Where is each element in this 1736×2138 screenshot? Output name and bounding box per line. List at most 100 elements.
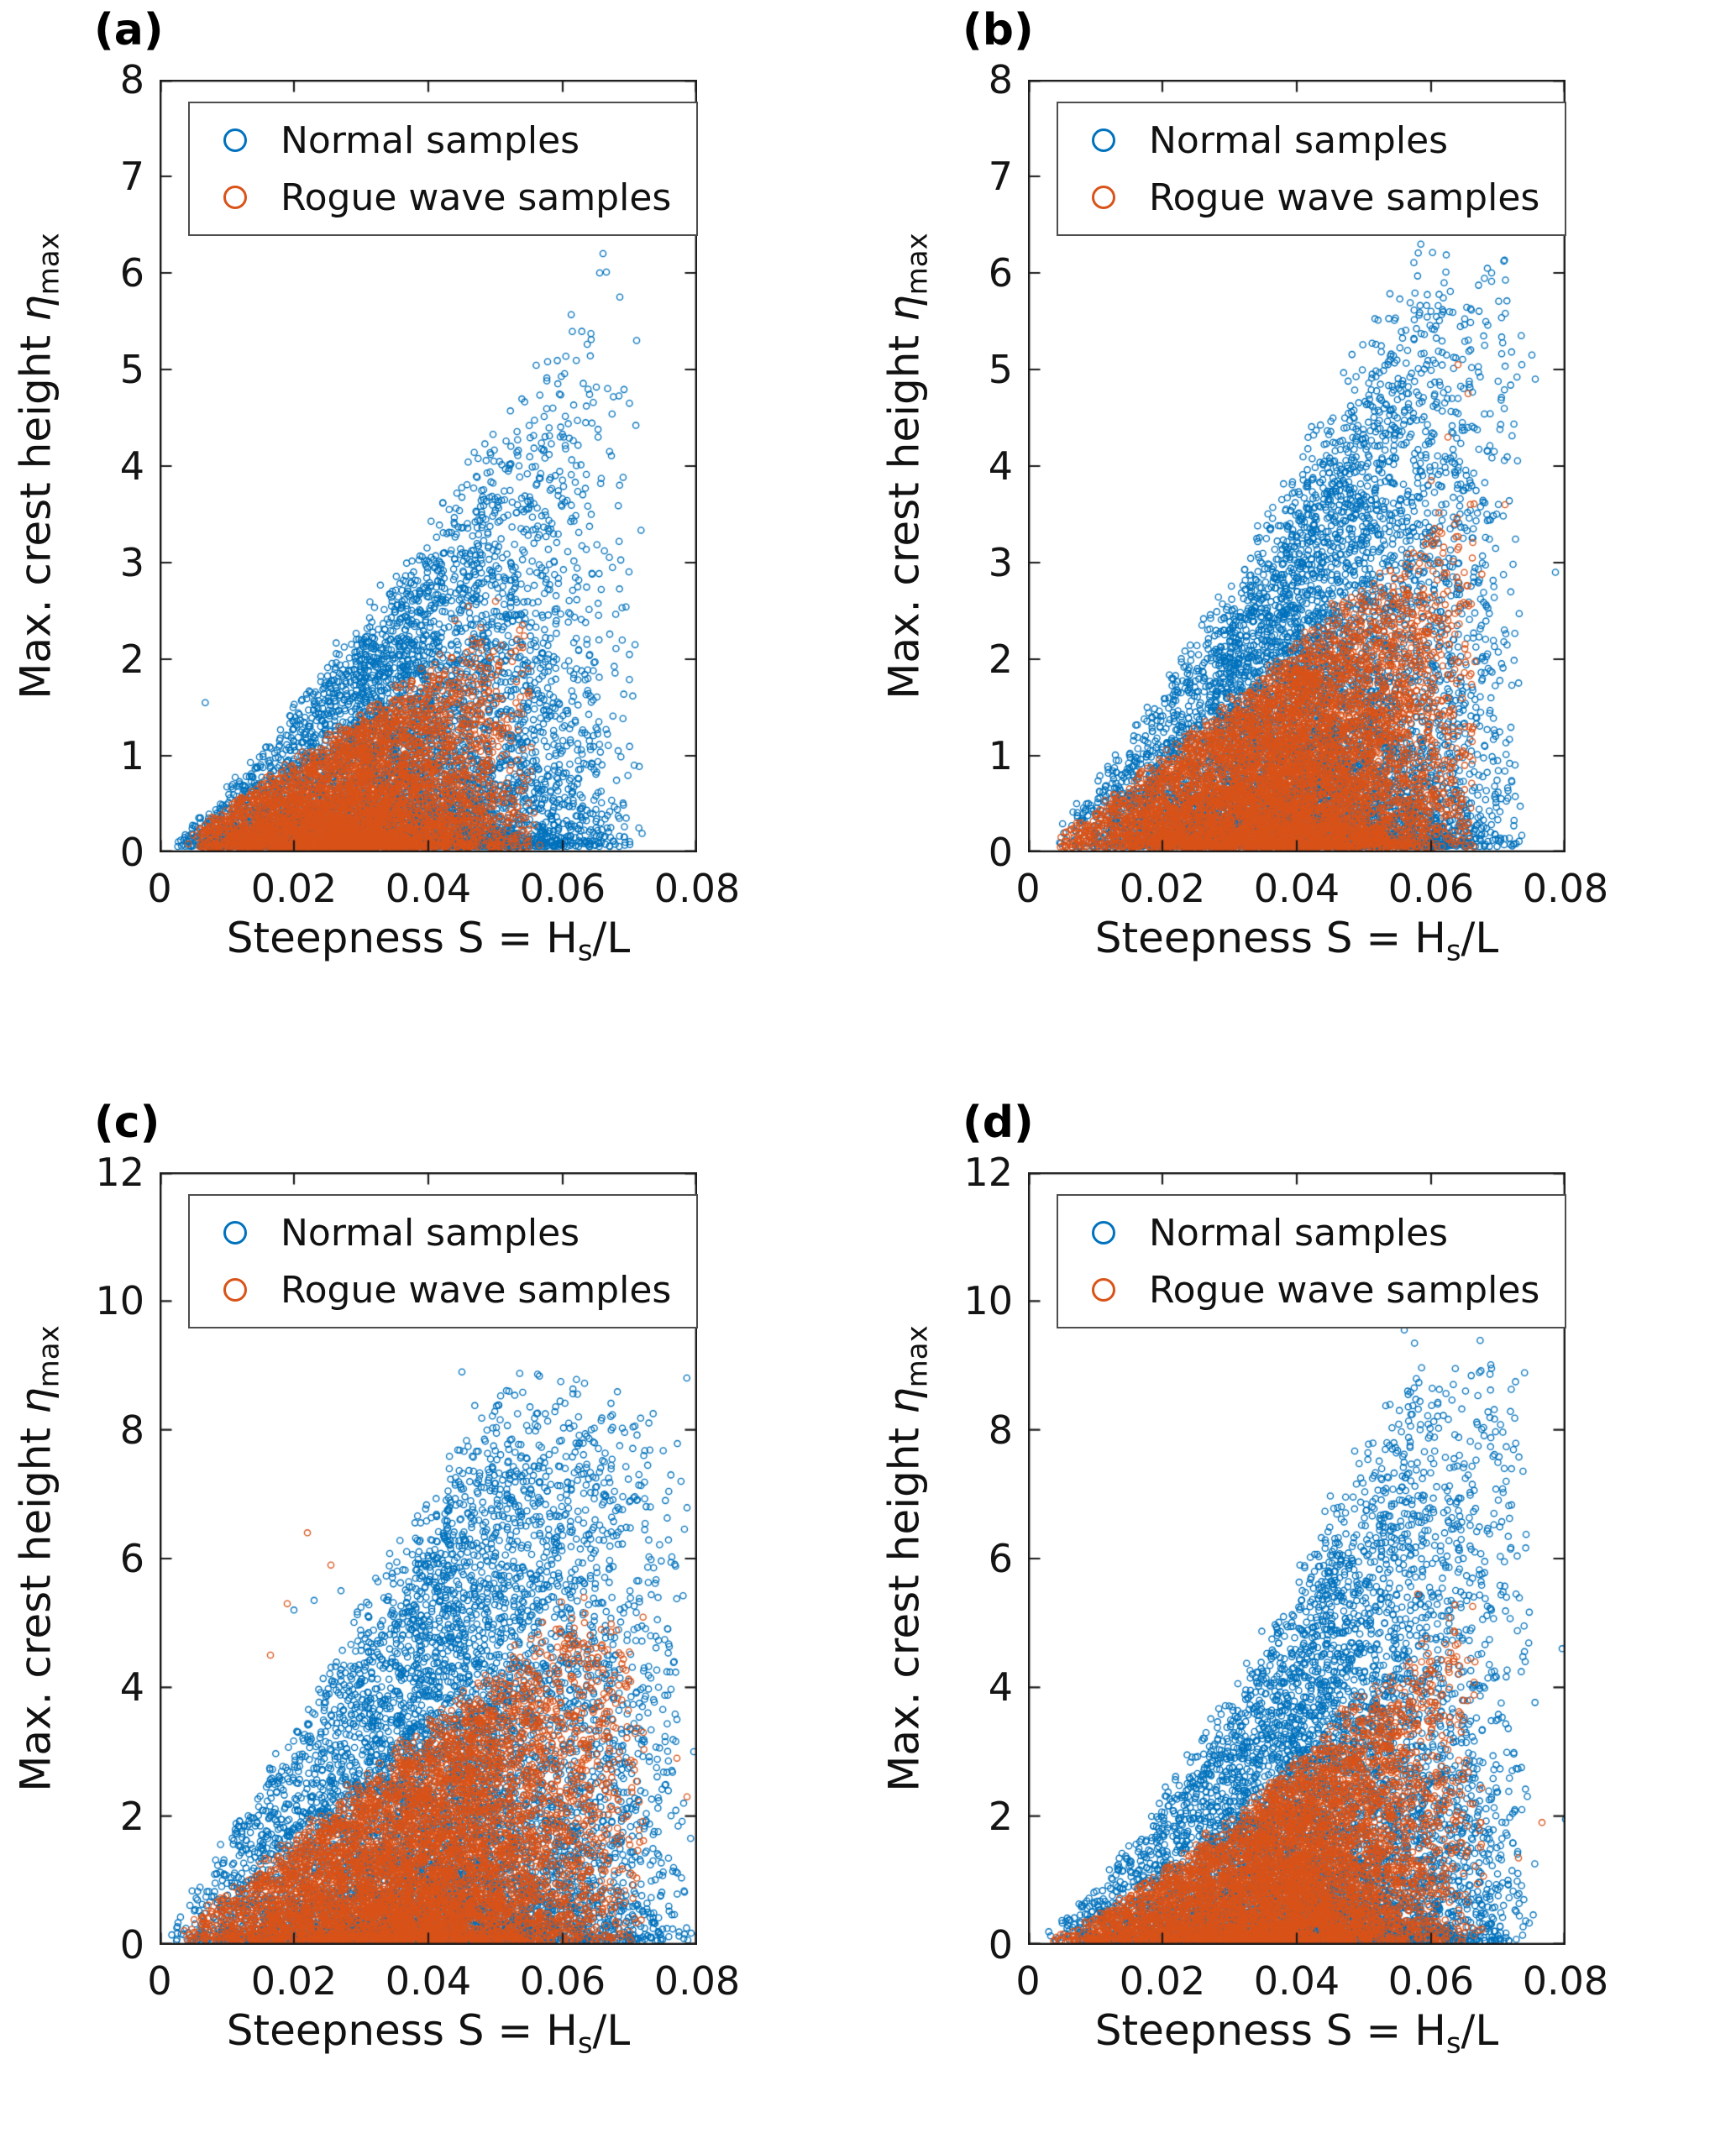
eta-symbol: η: [11, 295, 60, 322]
panel-label-d: (d): [962, 1098, 1034, 1148]
y-tick-label: 5: [119, 347, 144, 392]
y-tick-label: 0: [988, 1922, 1013, 1968]
x-axis-label-suffix: /L: [1461, 2006, 1499, 2055]
legend: Normal samples Rogue wave samples: [188, 1194, 699, 1328]
y-tick-label: 4: [119, 443, 144, 489]
x-tick-label: 0.08: [1522, 1958, 1609, 2004]
x-axis-label-subscript: s: [577, 934, 593, 968]
y-tick-label: 1: [119, 733, 144, 778]
y-axis-label-text: Max. crest height: [879, 1414, 929, 1792]
y-axis-label-subscript: max: [32, 1325, 66, 1388]
y-tick-label: 12: [95, 1150, 144, 1195]
y-tick-label: 3: [119, 540, 144, 585]
x-axis-label-text: Steepness S = H: [1094, 2006, 1446, 2055]
panel-b: (b) Max. crest height ηmax Normal sample…: [868, 0, 1736, 1045]
x-tick-label: 0.06: [1387, 1958, 1475, 2004]
y-tick-label: 7: [119, 154, 144, 199]
legend-label-normal: Normal samples: [281, 118, 580, 162]
x-tick-label: 0.02: [1119, 866, 1206, 911]
legend-item-normal: Normal samples: [212, 117, 671, 164]
legend-label-rogue: Rogue wave samples: [1149, 176, 1540, 219]
y-tick-label: 8: [119, 57, 144, 102]
rogue-wave-samples-marker-icon: [1092, 186, 1115, 209]
legend-item-rogue: Rogue wave samples: [212, 1266, 671, 1313]
legend: Normal samples Rogue wave samples: [188, 102, 699, 236]
rogue-wave-samples-marker-icon: [223, 1278, 247, 1302]
panel-a: (a) Max. crest height ηmax Normal sample…: [0, 0, 868, 1045]
legend-label-normal: Normal samples: [281, 1211, 580, 1255]
x-axis-label: Steepness S = Hs/L: [1028, 2006, 1566, 2061]
legend: Normal samples Rogue wave samples: [1057, 102, 1567, 236]
normal-samples-marker-icon: [1092, 1221, 1115, 1245]
x-tick-label: 0.04: [1253, 1958, 1340, 2004]
y-tick-label: 2: [119, 637, 144, 682]
panel-c: (c) Max. crest height ηmax Normal sample…: [0, 1093, 868, 2138]
y-tick-label: 4: [988, 443, 1013, 489]
y-tick-label: 10: [95, 1278, 144, 1324]
y-tick-label: 10: [963, 1278, 1013, 1324]
x-tick-label: 0: [147, 866, 172, 911]
legend-label-rogue: Rogue wave samples: [281, 1268, 672, 1312]
x-tick-label: 0.02: [250, 866, 338, 911]
legend: Normal samples Rogue wave samples: [1057, 1194, 1567, 1328]
x-axis-label-text: Steepness S = H: [226, 2006, 578, 2055]
rogue-wave-samples-marker-icon: [223, 186, 247, 209]
y-tick-label: 8: [988, 1407, 1013, 1453]
x-tick-label: 0.02: [250, 1958, 338, 2004]
panel-label-a: (a): [94, 5, 164, 55]
y-tick-label: 5: [988, 347, 1013, 392]
y-tick-label: 6: [119, 250, 144, 296]
y-tick-label: 4: [988, 1664, 1013, 1711]
x-axis-label-suffix: /L: [1461, 914, 1499, 962]
y-tick-label: 8: [119, 1407, 144, 1453]
y-tick-label: 2: [988, 1793, 1013, 1839]
y-tick-label: 8: [988, 57, 1013, 102]
legend-item-rogue: Rogue wave samples: [1080, 1266, 1539, 1313]
legend-label-rogue: Rogue wave samples: [281, 176, 672, 219]
x-axis-label-text: Steepness S = H: [226, 914, 578, 962]
x-tick-label: 0.04: [1253, 866, 1340, 911]
y-tick-label: 0: [119, 1922, 144, 1968]
y-tick-label: 12: [963, 1150, 1013, 1195]
x-axis-label-text: Steepness S = H: [1094, 914, 1446, 962]
legend-item-normal: Normal samples: [1080, 117, 1539, 164]
legend-label-normal: Normal samples: [1149, 1211, 1449, 1255]
x-tick-label: 0: [147, 1958, 172, 2004]
x-axis-label: Steepness S = Hs/L: [1028, 914, 1566, 968]
y-tick-label: 1: [988, 733, 1013, 778]
x-axis-label-subscript: s: [1445, 2026, 1461, 2061]
eta-symbol: η: [879, 295, 929, 322]
rogue-wave-samples-marker-icon: [1092, 1278, 1115, 1302]
y-tick-label: 7: [988, 154, 1013, 199]
x-axis-label-suffix: /L: [592, 2006, 631, 2055]
y-tick-label: 6: [988, 1536, 1013, 1581]
normal-samples-marker-icon: [223, 128, 247, 152]
legend-label-normal: Normal samples: [1149, 118, 1449, 162]
panel-label-c: (c): [94, 1098, 160, 1148]
y-tick-label: 3: [988, 540, 1013, 585]
y-tick-label: 0: [988, 830, 1013, 875]
y-tick-label: 2: [119, 1793, 144, 1839]
y-axis-label-text: Max. crest height: [11, 1414, 60, 1792]
x-axis-label-subscript: s: [577, 2026, 593, 2061]
x-tick-label: 0.02: [1119, 1958, 1206, 2004]
x-axis-label-suffix: /L: [592, 914, 631, 962]
panel-label-b: (b): [962, 5, 1034, 55]
legend-item-normal: Normal samples: [212, 1209, 671, 1256]
x-tick-label: 0: [1015, 1958, 1041, 2004]
normal-samples-marker-icon: [223, 1221, 247, 1245]
legend-item-rogue: Rogue wave samples: [1080, 174, 1539, 221]
x-tick-label: 0: [1015, 866, 1041, 911]
y-tick-label: 6: [119, 1536, 144, 1581]
y-axis-label-subscript: max: [900, 1325, 935, 1388]
y-tick-label: 0: [119, 830, 144, 875]
x-tick-label: 0.06: [519, 866, 606, 911]
x-tick-label: 0.06: [519, 1958, 606, 2004]
x-tick-label: 0.08: [653, 866, 741, 911]
x-tick-label: 0.08: [653, 1958, 741, 2004]
y-tick-label: 2: [988, 637, 1013, 682]
x-tick-label: 0.06: [1387, 866, 1475, 911]
x-tick-label: 0.04: [385, 866, 472, 911]
x-tick-label: 0.08: [1522, 866, 1609, 911]
